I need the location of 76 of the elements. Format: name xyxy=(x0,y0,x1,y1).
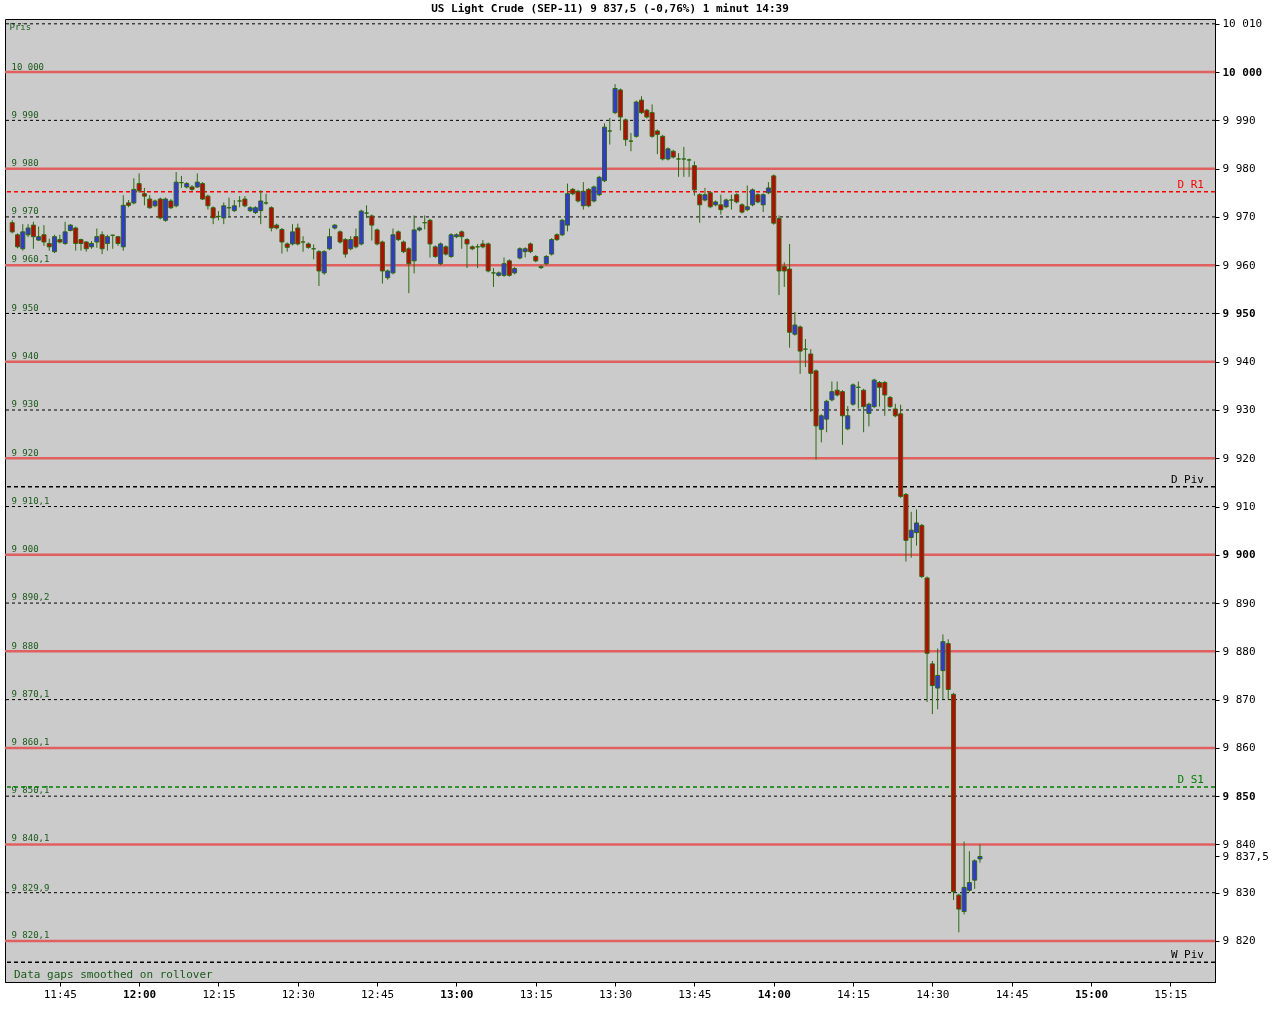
y2-tick-label: 9 930 xyxy=(11,399,39,410)
y2-tick-label: 9 850,1 xyxy=(11,785,50,796)
y2-tick-label: 9 820,1 xyxy=(11,929,50,940)
x-tick-label: 12:15 xyxy=(202,987,236,1001)
y-tick-label: 9 860 xyxy=(1222,741,1256,755)
candlestick xyxy=(686,158,692,178)
y2-tick-label: 9 920 xyxy=(11,447,39,458)
y-tick-label: 9 920 xyxy=(1222,451,1256,465)
candlestick xyxy=(681,146,687,178)
y-tick-label: 9 820 xyxy=(1222,934,1256,948)
y-tick-label: 9 940 xyxy=(1222,355,1256,369)
candlestick xyxy=(972,858,978,890)
x-tick-label: 12:45 xyxy=(361,987,395,1001)
y2-tick-label: 9 970 xyxy=(11,206,39,217)
x-tick-label: 15:15 xyxy=(1154,987,1188,1001)
y-tick-label: 9 837,5 xyxy=(1222,850,1269,863)
y-tick-label: 9 960 xyxy=(1222,258,1256,272)
y-tick-label: 9 850 xyxy=(1222,789,1256,803)
x-tick-label: 12:30 xyxy=(281,987,315,1001)
y-tick-label: 9 980 xyxy=(1222,162,1256,176)
chart-title: US Light Crude (SEP-11) 9 837,5 (-0,76%) 1 minut 14:39 xyxy=(431,1,789,15)
x-tick-label: 15:00 xyxy=(1074,987,1109,1001)
x-tick-label: 14:00 xyxy=(757,987,791,1001)
x-tick-label: 13:30 xyxy=(599,987,633,1001)
ref-line-label: W Piv xyxy=(1170,948,1205,962)
x-tick-label: 14:15 xyxy=(836,987,871,1001)
y-tick-label: 10 010 xyxy=(1222,17,1263,31)
y-tick-label: 9 970 xyxy=(1222,210,1256,224)
y-tick-label: 9 950 xyxy=(1222,306,1256,320)
x-tick-label: 14:30 xyxy=(916,987,950,1001)
y-tick-label: 9 910 xyxy=(1222,500,1256,514)
y2-tick-label: 9 870,1 xyxy=(11,688,50,699)
x-tick-label: 11:45 xyxy=(43,987,77,1001)
y-tick-label: 9 900 xyxy=(1222,548,1256,562)
ref-line-label: D Piv xyxy=(1170,472,1205,486)
candlestick xyxy=(327,227,333,251)
y2-tick-label: 9 880 xyxy=(11,640,39,651)
y2-tick-label: 9 950 xyxy=(11,302,39,313)
candlestick xyxy=(369,214,375,242)
y2-tick-label: 9 960,1 xyxy=(11,254,50,265)
y2-tick-label: 9 900 xyxy=(11,544,39,555)
candlestick xyxy=(279,227,285,255)
y-tick-label: 9 890 xyxy=(1222,596,1256,610)
ref-line-label: D R1 xyxy=(1177,177,1204,191)
y-tick-label: 9 830 xyxy=(1222,886,1256,900)
y2-tick-label: 9 940 xyxy=(11,351,39,362)
x-tick-label: 14:45 xyxy=(995,987,1029,1001)
y2-tick-label: 9 890,2 xyxy=(11,591,50,602)
x-tick-label: 13:15 xyxy=(519,987,553,1001)
y2-axis-title: Pris xyxy=(9,21,32,32)
y2-tick-label: 9 990 xyxy=(11,109,39,120)
y-tick-label: 10 000 xyxy=(1222,65,1263,79)
y2-tick-label: 10 000 xyxy=(11,61,45,72)
x-tick-label: 13:00 xyxy=(440,987,474,1001)
candlestick xyxy=(850,382,856,407)
y2-tick-label: 9 980 xyxy=(11,158,39,169)
y2-tick-label: 9 840,1 xyxy=(11,833,50,844)
candlestick xyxy=(464,237,470,269)
y2-tick-label: 9 829,9 xyxy=(11,882,50,893)
y-tick-label: 9 840 xyxy=(1222,837,1256,851)
y-tick-label: 9 990 xyxy=(1222,113,1256,127)
annotation: Data gaps smoothed on rollover xyxy=(14,968,214,981)
candlestick xyxy=(623,117,629,147)
candlestick xyxy=(538,264,544,270)
y2-tick-label: 9 860,1 xyxy=(11,736,50,747)
y-tick-label: 9 870 xyxy=(1222,693,1256,707)
x-tick-label: 12:00 xyxy=(123,987,157,1001)
ref-line-label: D S1 xyxy=(1177,772,1204,786)
candlestick xyxy=(628,132,634,152)
candlestick xyxy=(427,218,433,258)
x-tick-label: 13:45 xyxy=(678,987,712,1001)
candlestick xyxy=(977,843,983,864)
y-tick-label: 9 880 xyxy=(1222,644,1256,658)
y-tick-label: 9 930 xyxy=(1222,403,1256,417)
y2-tick-label: 9 910,1 xyxy=(11,495,50,506)
candlestick xyxy=(676,152,682,178)
